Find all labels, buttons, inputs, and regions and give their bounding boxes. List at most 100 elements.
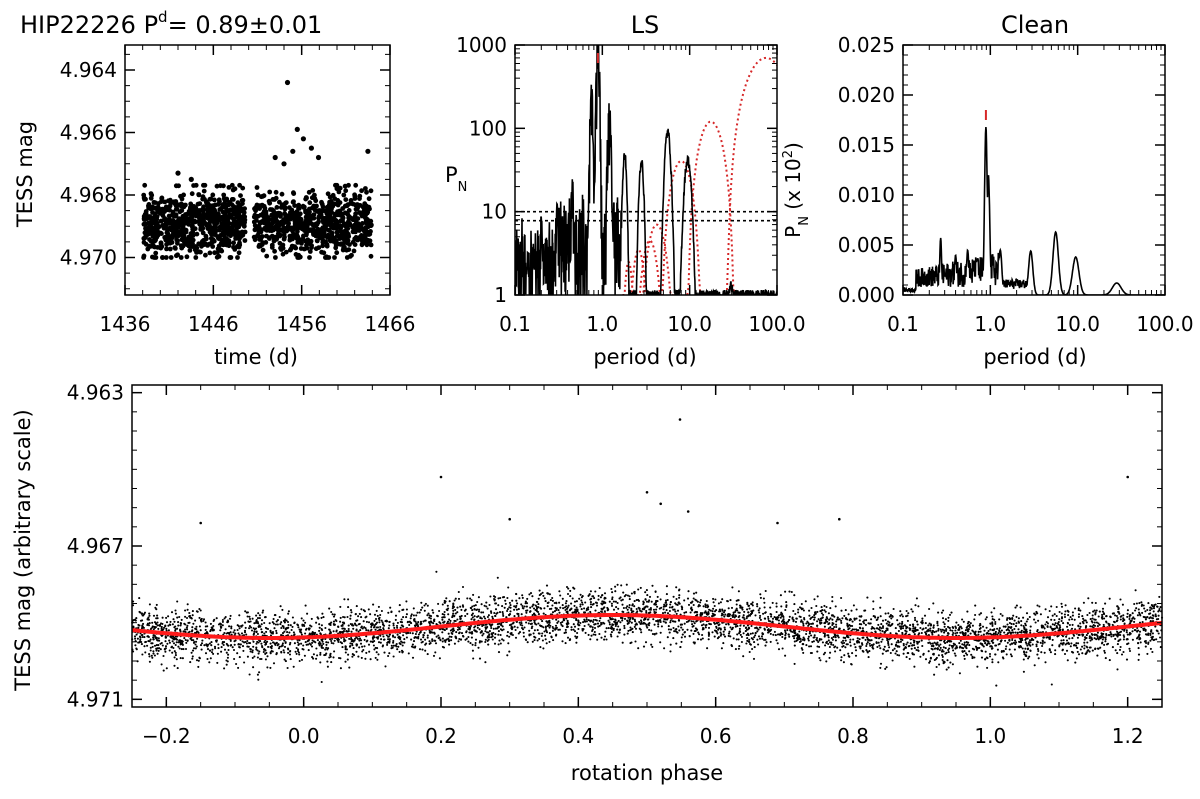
data-point (984, 658, 987, 661)
data-point (816, 620, 819, 623)
data-point (864, 623, 867, 626)
data-point (694, 610, 697, 613)
data-point (551, 604, 554, 607)
data-point (928, 660, 932, 663)
data-point (320, 225, 326, 231)
data-point (195, 640, 198, 643)
data-point (229, 229, 235, 235)
data-point (1087, 649, 1090, 652)
data-point (646, 626, 649, 629)
data-point (886, 639, 889, 642)
data-point (306, 228, 312, 233)
data-point (476, 626, 479, 629)
data-point (1044, 623, 1047, 626)
data-point (146, 644, 149, 647)
data-point (466, 597, 469, 600)
data-point (237, 242, 243, 248)
data-point (151, 255, 157, 260)
data-point (912, 627, 915, 630)
data-point (659, 598, 662, 601)
data-point (916, 649, 920, 652)
data-point (278, 245, 283, 251)
data-point (331, 236, 337, 242)
data-point (956, 631, 959, 634)
data-point (842, 628, 845, 631)
data-point (301, 223, 306, 229)
data-point (252, 212, 258, 218)
data-point (1066, 622, 1070, 625)
data-point (445, 608, 448, 611)
data-point (255, 642, 258, 645)
data-point (783, 629, 787, 632)
data-point (255, 233, 260, 239)
data-point (151, 228, 157, 234)
data-point (497, 651, 501, 654)
data-point (874, 631, 877, 634)
data-point (1063, 652, 1067, 656)
data-point (517, 608, 520, 611)
outlier-point (315, 154, 322, 161)
data-point (1075, 642, 1078, 645)
data-point (275, 620, 278, 623)
data-point (1116, 616, 1119, 620)
data-point (790, 590, 793, 594)
data-point (181, 657, 184, 660)
data-point (434, 642, 438, 645)
data-point (1065, 635, 1068, 638)
data-point (399, 620, 402, 623)
data-point (449, 629, 452, 632)
data-point (626, 608, 629, 611)
data-point (350, 201, 356, 207)
data-point (713, 604, 716, 608)
data-point (191, 614, 194, 617)
data-point (304, 632, 307, 635)
data-point (945, 651, 948, 654)
data-point (322, 616, 325, 619)
data-point (352, 192, 357, 198)
data-point (1063, 613, 1066, 616)
data-point (242, 649, 245, 652)
data-point (909, 624, 912, 627)
data-point (219, 221, 225, 227)
data-point (143, 196, 148, 202)
data-point (991, 615, 994, 618)
data-point (151, 621, 154, 624)
data-point (1029, 629, 1032, 632)
data-point (1008, 621, 1011, 625)
data-point (490, 611, 493, 614)
data-point (330, 223, 336, 229)
data-point (634, 627, 638, 630)
data-point (196, 209, 202, 215)
data-point (843, 614, 846, 617)
data-point (293, 245, 299, 251)
data-point (521, 624, 524, 627)
data-point (1131, 612, 1134, 615)
data-point (531, 625, 534, 628)
data-point (696, 600, 699, 603)
data-point (251, 649, 254, 652)
data-point (1088, 611, 1091, 615)
data-point (535, 623, 538, 626)
data-point (1097, 638, 1100, 641)
data-point (191, 657, 194, 660)
data-point (288, 653, 292, 656)
data-point (188, 207, 193, 213)
data-point (905, 643, 908, 646)
data-point (202, 619, 205, 622)
data-point (715, 609, 718, 612)
data-point (174, 219, 180, 225)
data-point (1015, 622, 1018, 625)
data-point (1111, 623, 1114, 626)
data-point (1068, 637, 1071, 640)
data-point (379, 613, 382, 617)
data-point (932, 602, 935, 605)
data-point (564, 628, 567, 631)
data-point (324, 242, 330, 247)
data-point (512, 621, 515, 624)
clean-x-axis-label: period (d) (983, 345, 1086, 369)
data-point (564, 608, 567, 612)
data-point (172, 224, 178, 230)
data-point (594, 633, 597, 636)
x-tick-label: 1.0 (586, 312, 618, 336)
data-point (182, 630, 185, 633)
